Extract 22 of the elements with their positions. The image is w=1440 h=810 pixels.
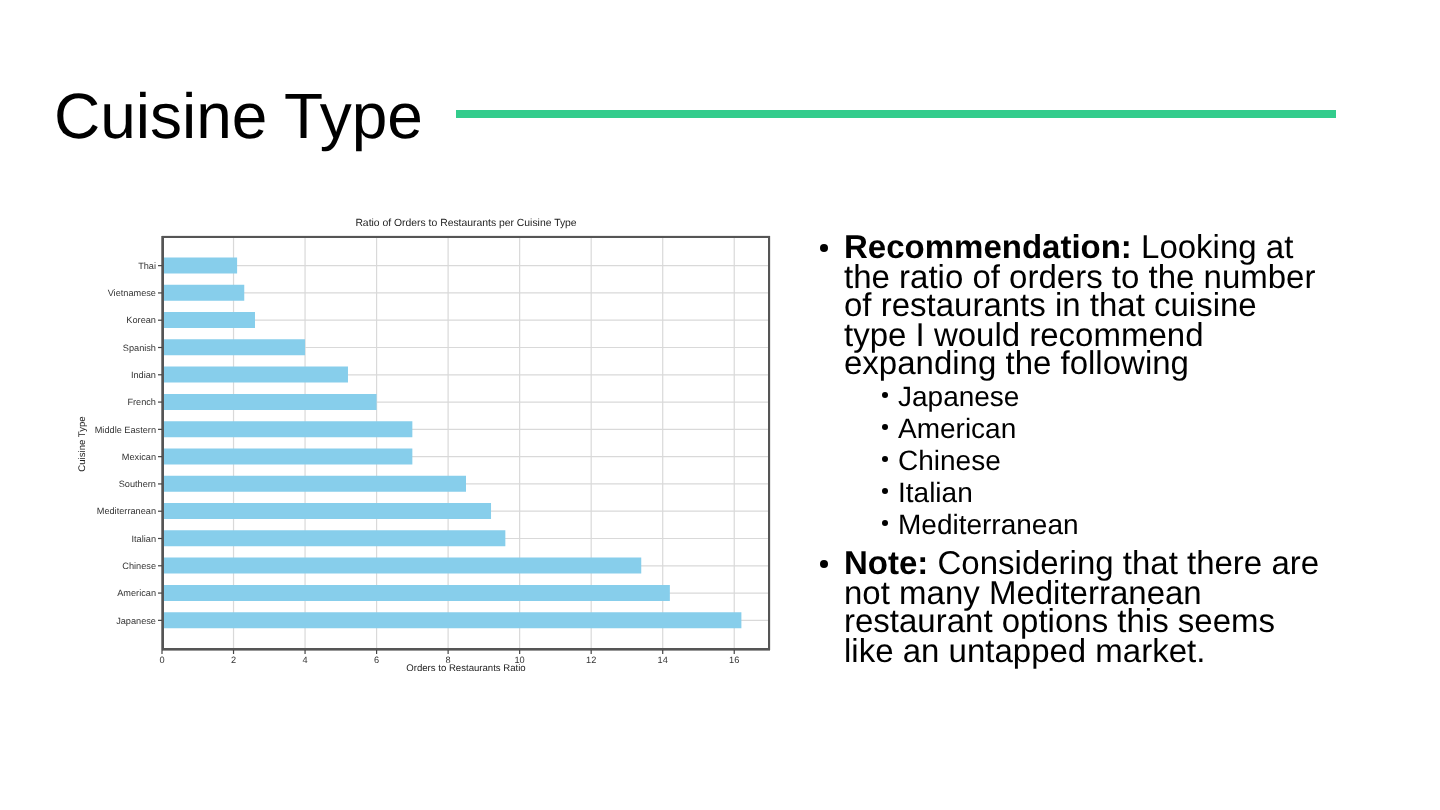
bar — [162, 312, 255, 329]
bar — [162, 421, 413, 438]
text: Italian — [898, 476, 973, 508]
text: Note: Considering that there are not many Mediterranean restaurant options this seems like an untapped market. — [844, 546, 1320, 670]
bar — [162, 557, 642, 574]
bar — [162, 339, 306, 356]
bar — [162, 503, 492, 520]
bar — [162, 612, 742, 629]
bar — [162, 530, 506, 547]
bar — [162, 366, 348, 383]
text: American — [898, 412, 1017, 444]
text: Mediterranean — [898, 508, 1079, 540]
bar — [162, 448, 413, 465]
bar — [162, 284, 245, 301]
text: Chinese — [898, 444, 1001, 476]
text: Japanese — [898, 380, 1020, 412]
bar — [162, 475, 466, 492]
bar — [162, 393, 377, 410]
bar — [162, 584, 670, 601]
bar — [162, 257, 238, 274]
text: Recommendation: Looking at the ratio of orders to the number of restaurants in that cuisine type I would recommend expanding the following — [844, 230, 1316, 383]
chart-title: Cuisine Type — [54, 80, 423, 152]
